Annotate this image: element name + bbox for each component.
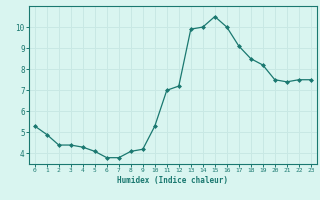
- X-axis label: Humidex (Indice chaleur): Humidex (Indice chaleur): [117, 176, 228, 185]
